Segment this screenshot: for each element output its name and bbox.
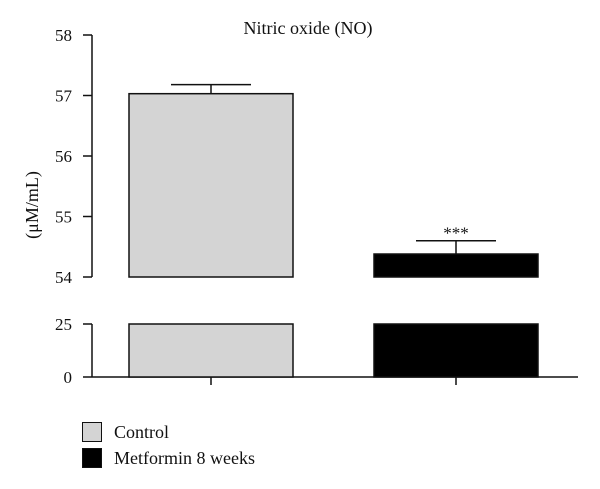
y-tick-label-0: 0 (64, 368, 73, 387)
significance-marker: *** (443, 224, 469, 243)
legend-swatch-control (82, 422, 102, 442)
y-tick-label-25: 25 (55, 315, 72, 334)
bar-lower-control (128, 323, 294, 378)
legend-label-control: Control (114, 421, 170, 442)
y-tick-label-55: 55 (55, 208, 72, 227)
bars (128, 83, 539, 378)
y-tick-label-57: 57 (55, 87, 73, 106)
legend-item-control: Control (82, 420, 255, 444)
legend-label-metformin: Metformin 8 weeks (114, 447, 255, 468)
y-tick-label-58: 58 (55, 26, 72, 45)
tick-labels: 54 55 56 57 58 0 25 *** (55, 26, 469, 387)
y-tick-label-54: 54 (55, 268, 73, 287)
legend-swatch-metformin (82, 448, 102, 468)
legend: Control Metformin 8 weeks (82, 420, 255, 472)
legend-item-metformin: Metformin 8 weeks (82, 446, 255, 470)
y-tick-label-56: 56 (55, 147, 72, 166)
y-axis-label: (μM/mL) (22, 171, 43, 239)
chart-title: Nitric oxide (NO) (244, 18, 373, 39)
nitric-oxide-chart: Nitric oxide (NO) (μM/mL) 54 55 56 57 58 0 25 *… (22, 18, 578, 387)
bar-lower-metformin (373, 323, 539, 378)
bar-upper-control (128, 92, 294, 278)
bar-upper-metformin (373, 253, 539, 278)
